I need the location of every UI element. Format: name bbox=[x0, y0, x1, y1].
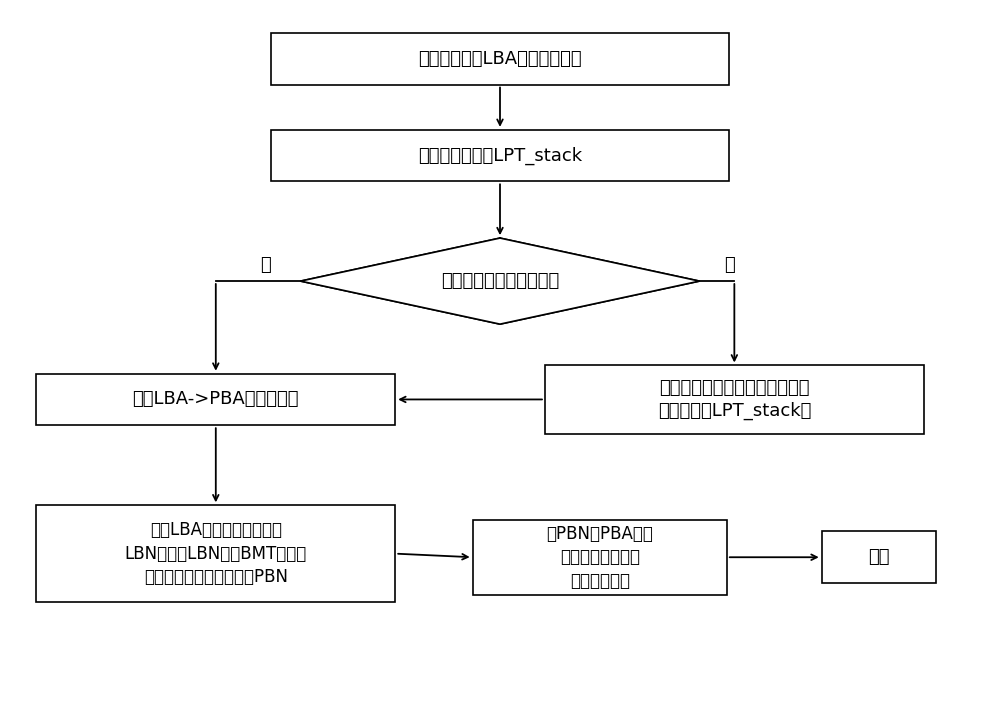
FancyBboxPatch shape bbox=[271, 130, 729, 181]
Text: 由PBN和PBA获得
数据的实际物理块
号，读取数据: 由PBN和PBA获得 数据的实际物理块 号，读取数据 bbox=[546, 525, 653, 590]
FancyBboxPatch shape bbox=[822, 531, 936, 583]
FancyBboxPatch shape bbox=[36, 505, 395, 602]
Text: 是: 是 bbox=[260, 256, 271, 274]
FancyBboxPatch shape bbox=[473, 520, 727, 595]
Text: 查看缓存映射表LPT_stack: 查看缓存映射表LPT_stack bbox=[418, 146, 582, 165]
Text: 从磁盘读取映射表项，并将新的
表项装入表LPT_stack中: 从磁盘读取映射表项，并将新的 表项装入表LPT_stack中 bbox=[658, 379, 811, 420]
Text: 操作系统给出LBA，发出读请求: 操作系统给出LBA，发出读请求 bbox=[418, 50, 582, 68]
Text: 结束: 结束 bbox=[868, 548, 890, 566]
FancyBboxPatch shape bbox=[36, 374, 395, 426]
FancyBboxPatch shape bbox=[545, 365, 924, 433]
Text: 获得LBA->PBA的映射表项: 获得LBA->PBA的映射表项 bbox=[133, 390, 299, 408]
Text: 计算LBA对应的数据条带号
LBN，根据LBN查找BMT表，获
得对应数据的物理条带号PBN: 计算LBA对应的数据条带号 LBN，根据LBN查找BMT表，获 得对应数据的物理… bbox=[125, 521, 307, 586]
FancyBboxPatch shape bbox=[271, 33, 729, 84]
Text: 判断是否有相应映射表项: 判断是否有相应映射表项 bbox=[441, 272, 559, 290]
Polygon shape bbox=[301, 238, 699, 324]
Text: 否: 否 bbox=[724, 256, 735, 274]
